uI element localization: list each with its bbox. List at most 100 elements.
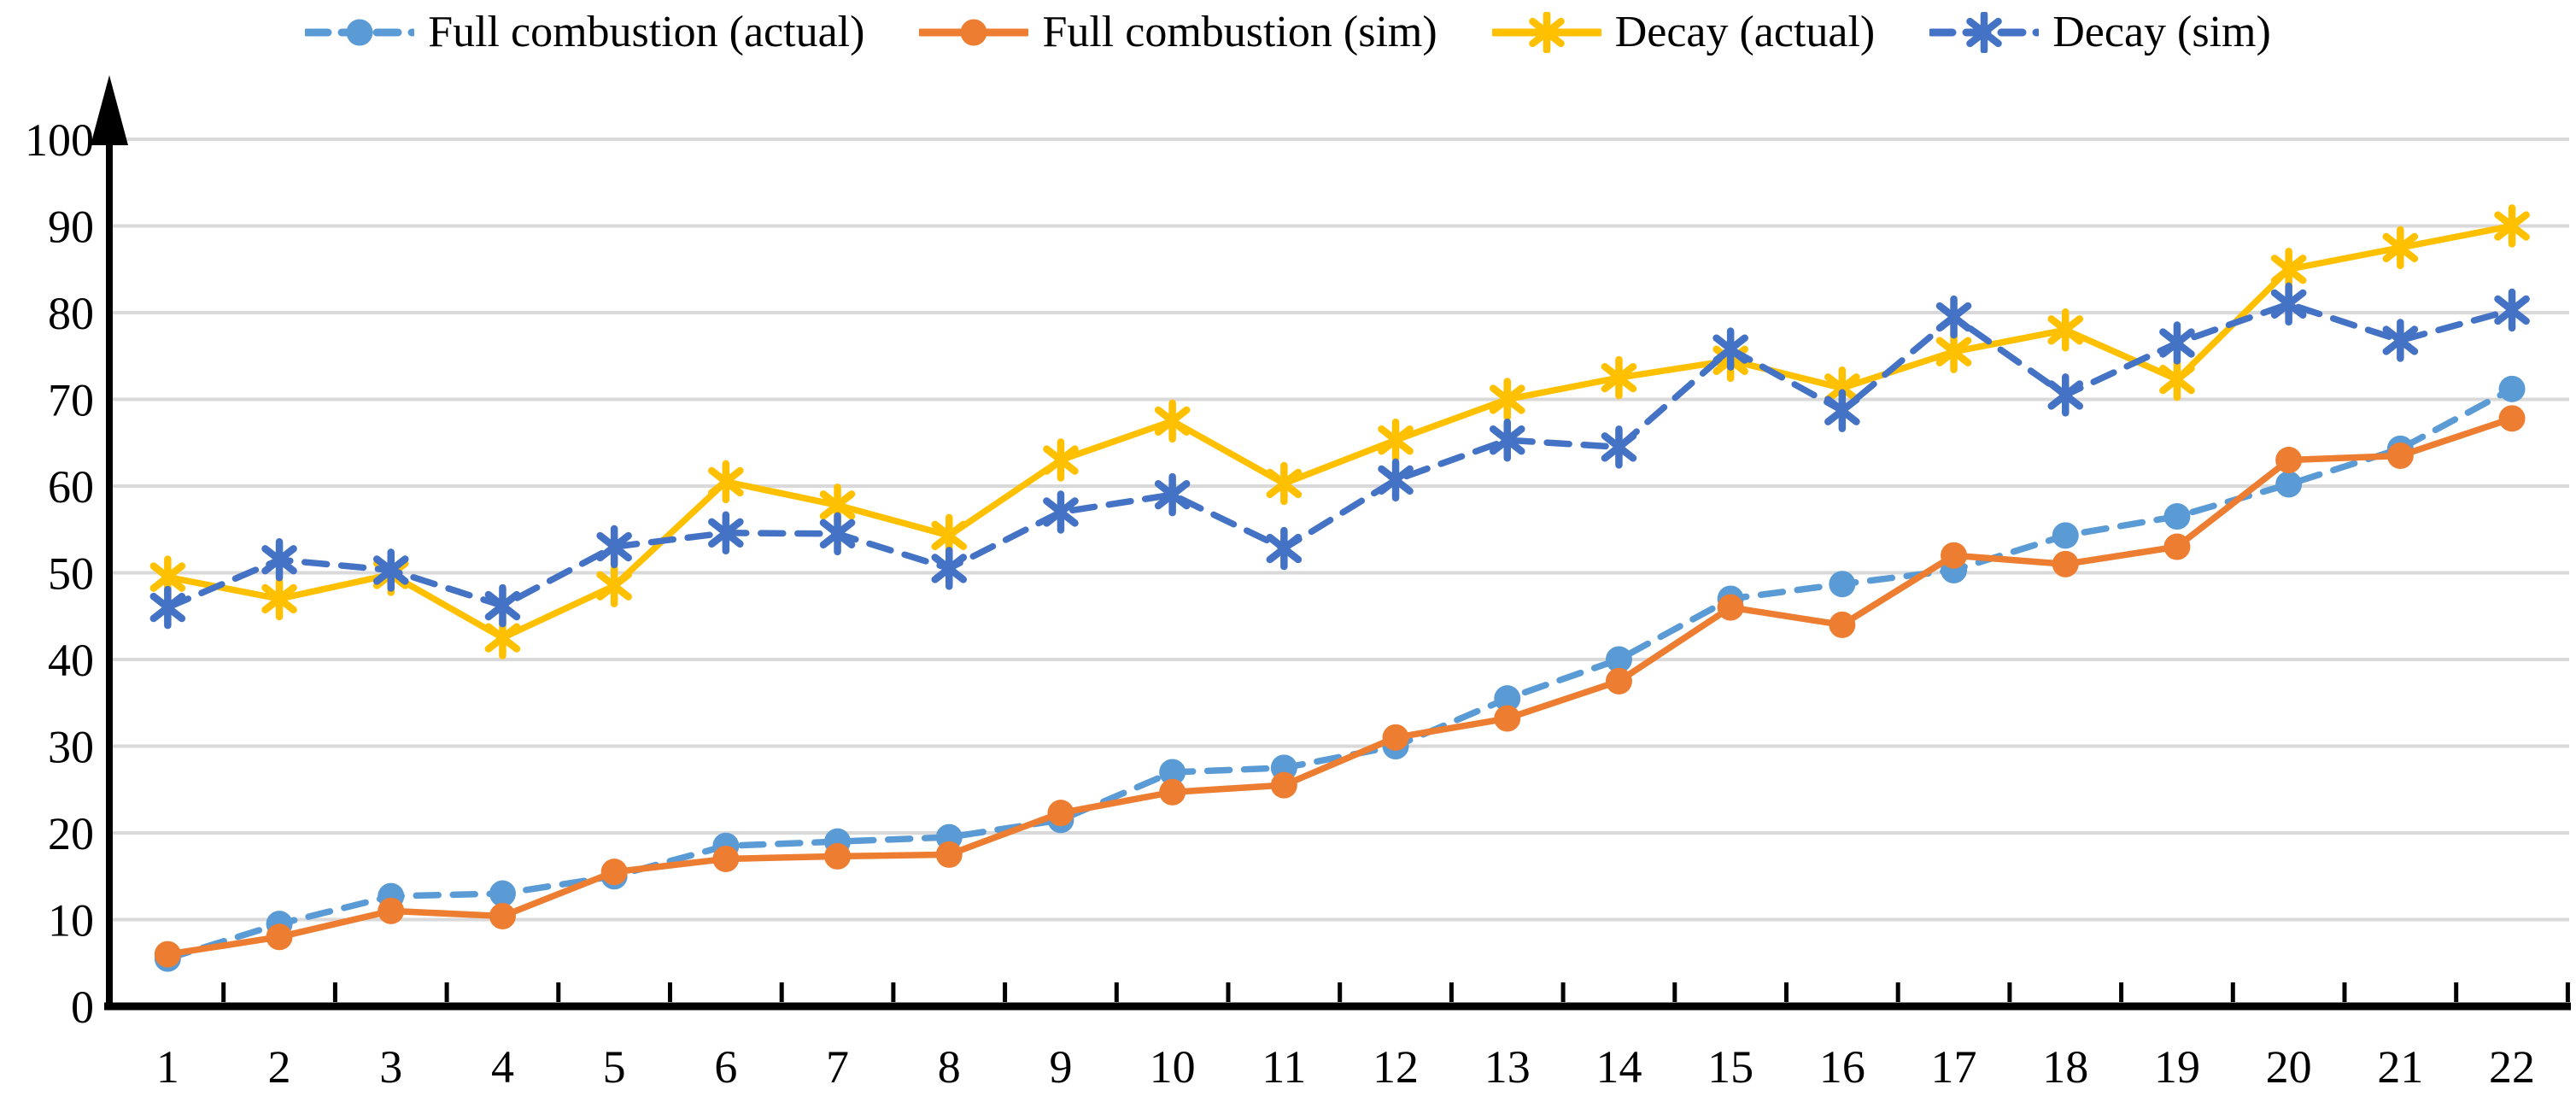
- series-line: [164, 415, 2515, 958]
- asterisk-arm: [484, 623, 521, 653]
- x-tick-label-8: 8: [938, 1041, 961, 1093]
- legend-item-label: Full combustion (sim): [1042, 8, 1437, 56]
- asterisk-arm: [1824, 373, 1860, 403]
- asterisk-arm: [2382, 232, 2419, 263]
- asterisk-marker-icon: [1489, 418, 1525, 462]
- y-tick-label-30: 30: [48, 722, 94, 773]
- asterisk-marker-icon: [1266, 526, 1303, 571]
- y-tick-label-60: 60: [48, 461, 94, 513]
- circle-marker-icon: [1047, 800, 1074, 827]
- asterisk-arm: [1528, 17, 1565, 47]
- circle-marker-icon: [1605, 646, 1632, 673]
- asterisk-marker-icon: [2270, 282, 2307, 326]
- asterisk-marker-icon: [708, 511, 744, 555]
- x-tick-label-13: 13: [1484, 1041, 1531, 1093]
- asterisk-marker-icon: [1528, 11, 1565, 53]
- asterisk-marker-icon: [931, 547, 968, 590]
- x-tick-label-20: 20: [2266, 1041, 2312, 1093]
- y-tick-label-100: 100: [25, 114, 94, 166]
- asterisk-marker-icon: [372, 548, 409, 592]
- series-line: [164, 301, 2515, 611]
- asterisk-marker-icon: [484, 583, 521, 628]
- x-tick-label-15: 15: [1707, 1041, 1753, 1093]
- circle-marker-icon: [489, 902, 516, 929]
- asterisk-marker-icon: [2047, 373, 2084, 417]
- solid-line-asterisk-marker-icon: [1491, 11, 1601, 53]
- y-axis: [91, 75, 128, 1006]
- x-tick-label-16: 16: [1819, 1041, 1865, 1093]
- asterisk-arm: [1266, 533, 1303, 564]
- circle-marker-icon: [266, 923, 293, 951]
- asterisk-marker-icon: [2270, 248, 2307, 291]
- gridlines: [109, 138, 2569, 922]
- asterisk-marker-icon: [1601, 355, 1637, 400]
- x-tick-label-19: 19: [2154, 1041, 2200, 1093]
- asterisk-arm: [2047, 315, 2084, 345]
- asterisk-arm: [1966, 17, 2003, 47]
- legend-item-decay-actual: Decay (actual): [1491, 7, 1875, 57]
- asterisk-marker-icon: [1154, 399, 1191, 443]
- circle-marker-icon: [2498, 405, 2526, 432]
- y-tick-label-20: 20: [48, 808, 94, 859]
- x-axis: [104, 982, 2571, 1011]
- asterisk-arm: [1154, 479, 1191, 510]
- asterisk-arm: [149, 562, 186, 592]
- asterisk-marker-icon: [1489, 378, 1525, 421]
- asterisk-arm: [708, 518, 744, 548]
- y-tick-label-10: 10: [48, 895, 94, 947]
- asterisk-arm: [2047, 380, 2084, 410]
- asterisk-arm: [1601, 432, 1637, 462]
- legend-marker-swatch: [305, 19, 415, 45]
- asterisk-marker-icon: [149, 585, 186, 630]
- x-tick-label-14: 14: [1595, 1041, 1642, 1093]
- legend-marker-swatch: [919, 19, 1029, 45]
- legend-item-full-combustion-sim: Full combustion (sim): [919, 7, 1437, 57]
- circle-marker-icon: [1270, 771, 1297, 799]
- series-decay-sim: [149, 282, 2530, 630]
- x-tick-label-12: 12: [1373, 1041, 1419, 1093]
- asterisk-arm: [1489, 425, 1525, 455]
- asterisk-marker-icon: [1043, 438, 1079, 482]
- circle-marker-icon: [1941, 542, 1968, 569]
- asterisk-arm: [596, 571, 632, 601]
- circle-marker-icon: [489, 880, 516, 907]
- y-axis-arrowhead-icon: [91, 75, 128, 145]
- circle-marker-icon: [2498, 375, 2526, 402]
- x-tick-label-10: 10: [1150, 1041, 1196, 1093]
- asterisk-arm: [2494, 211, 2530, 241]
- asterisk-arm: [931, 520, 968, 551]
- x-tick-labels: 1 2 3 4 5 6 7 8 9 10 11 12 13 14 15 16 17 18 19 20 21 22: [156, 1041, 2535, 1093]
- circle-marker-icon: [2163, 533, 2191, 560]
- circle-marker-icon: [1717, 594, 1744, 621]
- x-tick-label-1: 1: [156, 1041, 179, 1093]
- asterisk-marker-icon: [708, 460, 744, 504]
- asterisk-arm: [1043, 497, 1079, 527]
- asterisk-arm: [261, 545, 297, 575]
- circle-marker-icon: [2052, 522, 2079, 549]
- x-tick-label-5: 5: [603, 1041, 626, 1093]
- circle-marker-icon: [378, 897, 405, 924]
- series-decay-actual: [149, 204, 2530, 659]
- asterisk-marker-icon: [1824, 389, 1860, 432]
- asterisk-arm: [708, 466, 744, 497]
- circle-marker-icon: [2386, 442, 2414, 469]
- x-tick-label-6: 6: [714, 1041, 737, 1093]
- y-tick-label-0: 0: [71, 982, 94, 1033]
- x-tick-label-2: 2: [268, 1041, 291, 1093]
- x-tick-label-4: 4: [491, 1041, 514, 1093]
- circle-marker-icon: [1159, 778, 1186, 806]
- series-full-combustion-sim: [154, 405, 2526, 968]
- circle-marker-icon: [600, 859, 628, 886]
- circle-marker-icon: [712, 845, 740, 872]
- circle-marker-icon: [1494, 685, 1521, 712]
- asterisk-marker-icon: [1935, 295, 1972, 339]
- legend-item-decay-sim: Decay (sim): [1929, 7, 2271, 57]
- y-tick-label-70: 70: [48, 375, 94, 426]
- x-tick-label-9: 9: [1049, 1041, 1072, 1093]
- x-tick-label-3: 3: [379, 1041, 402, 1093]
- asterisk-marker-icon: [261, 577, 297, 621]
- legend-item-full-combustion-actual: Full combustion (actual): [305, 7, 864, 57]
- circle-marker-icon: [1159, 759, 1186, 786]
